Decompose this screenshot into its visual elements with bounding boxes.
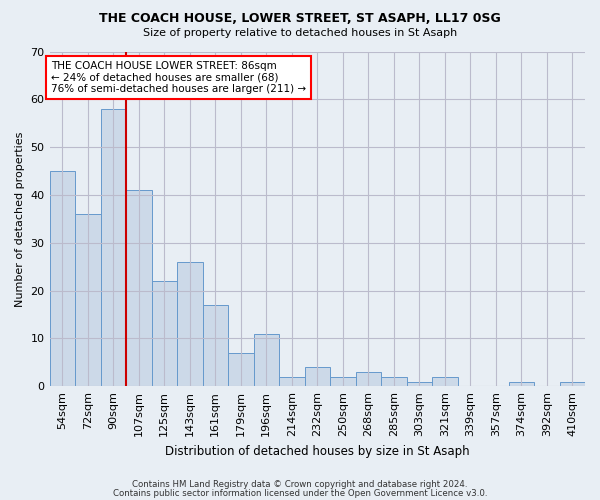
- Bar: [279, 376, 305, 386]
- Bar: [177, 262, 203, 386]
- X-axis label: Distribution of detached houses by size in St Asaph: Distribution of detached houses by size …: [165, 444, 470, 458]
- Bar: [407, 382, 432, 386]
- Bar: [330, 376, 356, 386]
- Bar: [75, 214, 101, 386]
- Bar: [203, 305, 228, 386]
- Bar: [560, 382, 585, 386]
- Bar: [381, 376, 407, 386]
- Bar: [254, 334, 279, 386]
- Bar: [126, 190, 152, 386]
- Text: Contains public sector information licensed under the Open Government Licence v3: Contains public sector information licen…: [113, 488, 487, 498]
- Bar: [228, 353, 254, 386]
- Bar: [432, 376, 458, 386]
- Text: Contains HM Land Registry data © Crown copyright and database right 2024.: Contains HM Land Registry data © Crown c…: [132, 480, 468, 489]
- Y-axis label: Number of detached properties: Number of detached properties: [15, 131, 25, 306]
- Bar: [50, 171, 75, 386]
- Text: THE COACH HOUSE, LOWER STREET, ST ASAPH, LL17 0SG: THE COACH HOUSE, LOWER STREET, ST ASAPH,…: [99, 12, 501, 26]
- Text: Size of property relative to detached houses in St Asaph: Size of property relative to detached ho…: [143, 28, 457, 38]
- Bar: [305, 367, 330, 386]
- Bar: [152, 281, 177, 386]
- Text: THE COACH HOUSE LOWER STREET: 86sqm
← 24% of detached houses are smaller (68)
76: THE COACH HOUSE LOWER STREET: 86sqm ← 24…: [51, 61, 306, 94]
- Bar: [509, 382, 534, 386]
- Bar: [356, 372, 381, 386]
- Bar: [101, 109, 126, 386]
